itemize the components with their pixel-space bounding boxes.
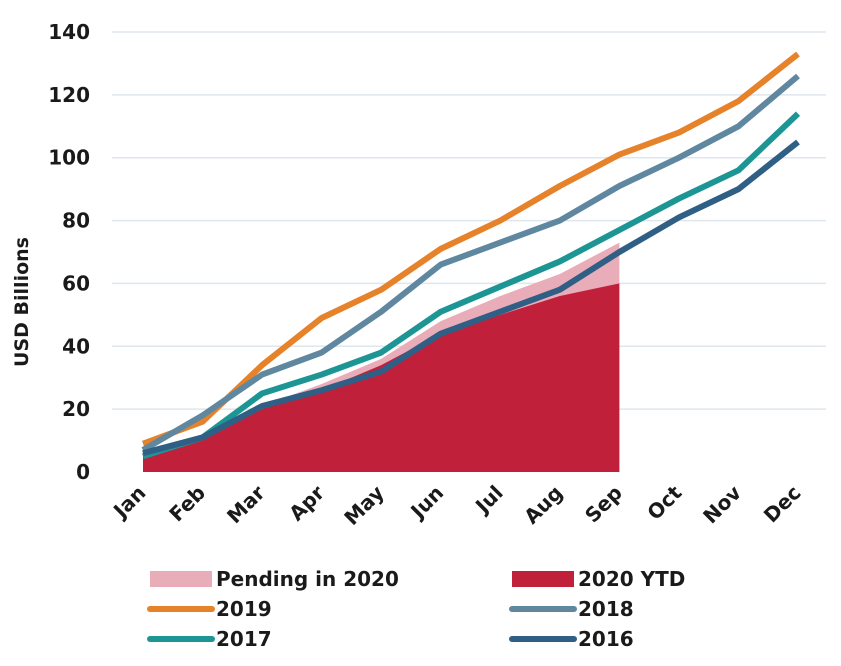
line-2016 xyxy=(142,139,800,457)
y-tick-label: 0 xyxy=(76,460,90,484)
x-tick-label: Jun xyxy=(404,481,448,525)
x-tick-label: Feb xyxy=(164,481,210,527)
y-tick-label: 40 xyxy=(62,334,90,358)
area-layers xyxy=(143,242,620,472)
y-axis-title: USD Billions xyxy=(11,237,33,367)
y-tick-label: 120 xyxy=(48,83,90,107)
legend: Pending in 2020 2020 YTD 2019 2018 2017 2016 xyxy=(147,567,685,651)
legend-label: Pending in 2020 xyxy=(216,567,399,591)
legend-label: 2016 xyxy=(578,627,634,651)
y-tick-label: 20 xyxy=(62,397,90,421)
legend-label: 2020 YTD xyxy=(578,567,685,591)
gridlines xyxy=(112,31,826,410)
x-tick-label: Dec xyxy=(759,481,806,528)
legend-label: 2017 xyxy=(216,627,272,651)
x-tick-label: Mar xyxy=(222,480,270,528)
line-2018 xyxy=(141,73,800,453)
legend-label: 2018 xyxy=(578,597,634,621)
x-tick-label: Sep xyxy=(580,481,627,528)
y-tick-label: 140 xyxy=(48,20,90,44)
x-tick-label: May xyxy=(339,481,388,530)
x-tick-label: Apr xyxy=(284,480,329,525)
x-tick-label: Jul xyxy=(469,481,508,520)
line-2019 xyxy=(141,51,800,447)
line-2017 xyxy=(142,111,801,460)
x-tick-label: Aug xyxy=(519,481,567,529)
legend-label: 2019 xyxy=(216,597,272,621)
y-tick-label: 100 xyxy=(48,146,90,170)
y-axis-ticks: 0 20 40 60 80 100 120 140 xyxy=(48,20,90,484)
area-2020-ytd xyxy=(143,283,620,472)
x-tick-label: Nov xyxy=(698,481,746,529)
x-axis-ticks: Jan Feb Mar Apr May Jun Jul Aug Sep Oct Nov Dec xyxy=(107,480,805,530)
y-tick-label: 80 xyxy=(62,209,90,233)
y-tick-label: 60 xyxy=(62,271,90,295)
legend-swatch xyxy=(150,571,212,587)
x-tick-label: Jan xyxy=(107,481,150,524)
series-lines xyxy=(141,51,801,460)
legend-swatch xyxy=(512,571,574,587)
x-tick-label: Oct xyxy=(642,480,686,524)
